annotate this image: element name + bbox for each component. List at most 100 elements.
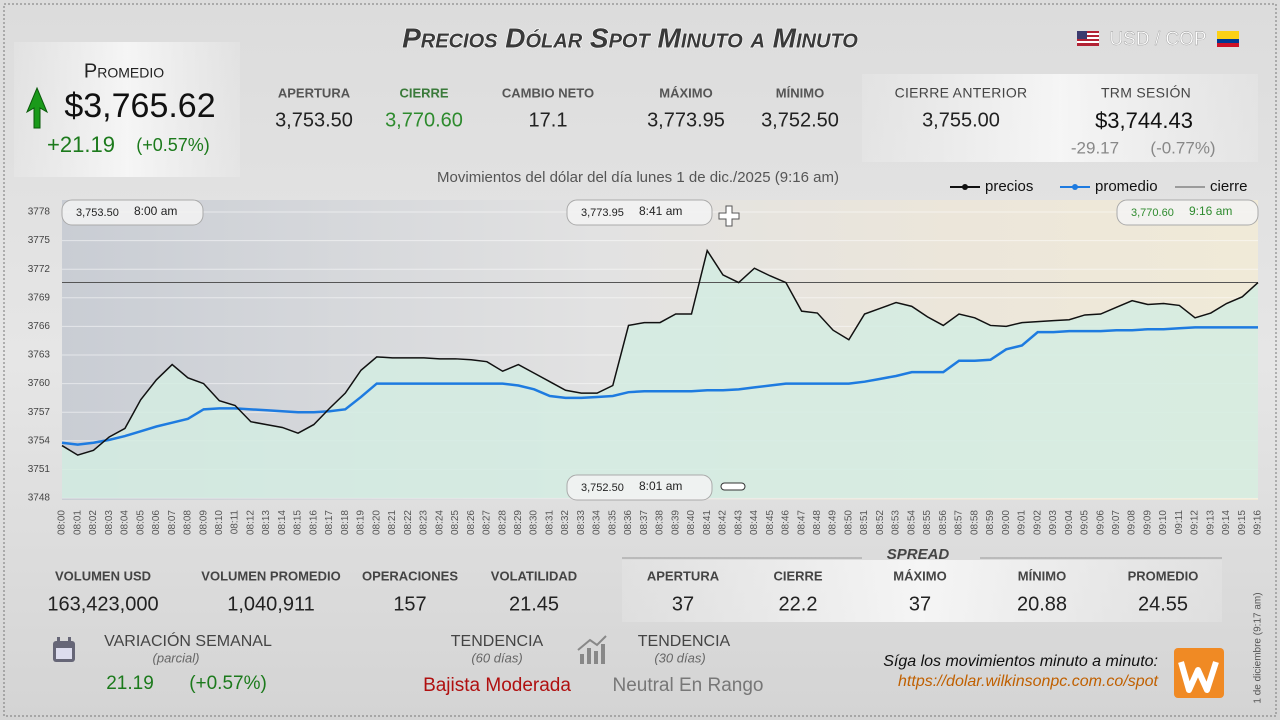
spread-box [622,560,1222,622]
x-tick-label: 09:02 [1032,510,1043,535]
spread-value: 37 [672,593,694,615]
volume-value: 1,040,911 [227,593,315,615]
x-tick-label: 08:53 [891,510,902,535]
currency-pair: USD / COP [1109,29,1206,50]
x-tick-label: 08:15 [293,510,304,535]
spread-title: SPREAD [887,546,950,563]
x-tick-label: 09:04 [1064,510,1075,535]
spread-value: 24.55 [1138,593,1188,615]
annotation-value: 3,773.95 [581,207,624,219]
x-tick-label: 09:05 [1080,510,1091,535]
trm-change-pct: (-0.77%) [1150,138,1215,157]
spread-label: APERTURA [647,568,720,583]
x-tick-label: 08:40 [686,510,697,535]
co-flag [1217,31,1239,47]
logo [1174,648,1224,698]
spread-value: 20.88 [1017,593,1067,615]
x-tick-label: 08:47 [796,510,807,535]
x-tick-label: 08:23 [419,510,430,535]
weekly-note: (parcial) [153,650,200,665]
x-tick-label: 09:00 [1001,510,1012,535]
x-tick-label: 08:57 [954,510,965,535]
site-url[interactable]: https://dolar.wilkinsonpc.com.co/spot [898,673,1159,690]
x-tick-label: 08:43 [733,510,744,535]
x-tick-label: 08:44 [749,510,760,535]
x-tick-label: 09:09 [1142,510,1153,535]
x-tick-label: 09:15 [1237,510,1248,535]
calendar-icon [53,637,75,662]
x-tick-label: 08:59 [985,510,996,535]
y-tick-label: 3751 [28,464,51,475]
previous-close-value: 3,755.00 [922,109,1000,131]
x-tick-label: 08:48 [812,510,823,535]
spread-label: MÍNIMO [1018,568,1066,583]
up-arrow [25,86,49,129]
spread-value: 22.2 [779,593,818,615]
annotation-time: 8:00 am [134,204,177,218]
x-tick-label: 09:07 [1111,510,1122,535]
y-tick-label: 3757 [28,407,51,418]
stat-value: 17.1 [529,109,568,131]
x-tick-label: 08:58 [969,510,980,535]
volume-label: VOLATILIDAD [491,568,577,583]
stat-value: 3,753.50 [275,109,353,131]
y-tick-label: 3766 [28,321,51,332]
scroll-handle [720,482,746,491]
x-tick-label: 08:14 [277,510,288,535]
average-value: $3,765.62 [64,87,215,125]
weekly-change-pct: (+0.57%) [189,673,267,694]
stat-value: 3,770.60 [385,109,463,131]
timestamp: 1 de diciembre (9:17 am) [1253,592,1264,703]
legend-label: precios [985,178,1033,195]
trm-label: TRM SESIÓN [1101,85,1191,101]
x-tick-label: 08:03 [104,510,115,535]
x-tick-label: 08:13 [261,510,272,535]
x-tick-label: 08:06 [151,510,162,535]
x-tick-label: 08:56 [938,510,949,535]
annotation-time: 8:01 am [639,479,682,493]
y-tick-label: 3760 [28,378,51,389]
x-tick-label: 08:42 [718,510,729,535]
spread-label: PROMEDIO [1128,568,1199,583]
y-tick-label: 3775 [28,235,51,246]
legend-dot [962,184,968,190]
x-tick-label: 09:08 [1127,510,1138,535]
trend-icon [577,635,607,664]
spread-label: MÁXIMO [893,568,946,583]
x-tick-label: 08:32 [560,510,571,535]
x-tick-label: 08:16 [308,510,319,535]
trm-box [862,74,1258,162]
us-flag [1077,31,1099,46]
annotation-time: 9:16 am [1189,204,1232,218]
title: Precios Dólar Spot Minuto a Minuto [402,22,858,53]
x-tick-label: 09:14 [1221,510,1232,535]
annotation-box [61,199,204,226]
x-tick-label: 08:25 [450,510,461,535]
chart: 3748 3751 3754 3757 3760 3763 3766 3769 3772 3775… [28,178,1264,535]
x-tick-label: 08:30 [529,510,540,535]
x-tick-label: 08:10 [214,510,225,535]
x-tick-label: 08:20 [371,510,382,535]
annotation-box [1116,199,1259,226]
x-tick-label: 09:16 [1253,510,1264,535]
series-line [61,326,1258,446]
x-tick-label: 08:35 [607,510,618,535]
x-tick-label: 08:52 [875,510,886,535]
y-tick-label: 3763 [28,350,51,361]
trend60-label: TENDENCIA [451,633,544,650]
x-tick-label: 08:26 [466,510,477,535]
x-tick-label: 08:01 [72,510,83,535]
cta: Síga los movimientos minuto a minuto: [883,653,1158,670]
trend30-note: (30 días) [654,650,705,665]
weekly-change: 21.19 [106,673,154,694]
trm-value: $3,744.43 [1095,108,1193,133]
x-tick-label: 08:09 [198,510,209,535]
stat-label: MÍNIMO [776,85,824,100]
x-tick-label: 08:38 [655,510,666,535]
stat-label: APERTURA [278,85,351,100]
legend-label: cierre [1210,178,1248,195]
volume-label: OPERACIONES [362,568,458,583]
average-change-pct: (+0.57%) [136,135,210,155]
average-box [14,42,240,177]
